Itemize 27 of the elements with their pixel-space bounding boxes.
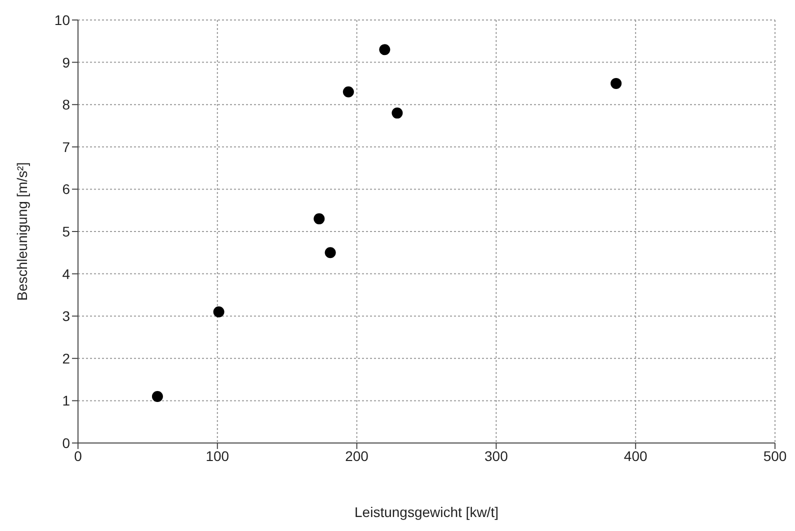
y-tick-label: 7	[62, 138, 70, 155]
y-tick-label: 1	[62, 392, 70, 409]
x-tick-label: 200	[345, 448, 369, 464]
y-tick-label: 9	[62, 54, 70, 70]
x-tick-label: 500	[763, 448, 787, 464]
point	[379, 44, 390, 56]
point	[314, 213, 325, 224]
y-tick-label: 2	[62, 350, 70, 366]
point	[213, 306, 224, 318]
y-tick-label: 3	[62, 308, 70, 324]
x-tick-label: 100	[206, 448, 230, 464]
x-tick-label: 400	[624, 448, 648, 464]
point	[392, 108, 403, 119]
point	[610, 78, 622, 89]
y-tick-label: 4	[62, 266, 70, 282]
y-tick-label: 8	[62, 96, 70, 113]
y-tick-label: 10	[54, 12, 70, 28]
y-tick-label: 5	[62, 223, 70, 240]
point	[324, 247, 336, 258]
x-axis-title: Leistungsgewicht [kw/t]	[354, 504, 498, 520]
y-axis-title: Beschleunigung [m/s²]	[14, 162, 30, 301]
y-tick-label: 6	[62, 181, 70, 198]
x-tick-label: 300	[484, 448, 508, 464]
point	[152, 390, 163, 402]
point	[342, 86, 354, 98]
y-tick-label: 0	[62, 434, 70, 451]
x-tick-label: 0	[74, 448, 82, 464]
